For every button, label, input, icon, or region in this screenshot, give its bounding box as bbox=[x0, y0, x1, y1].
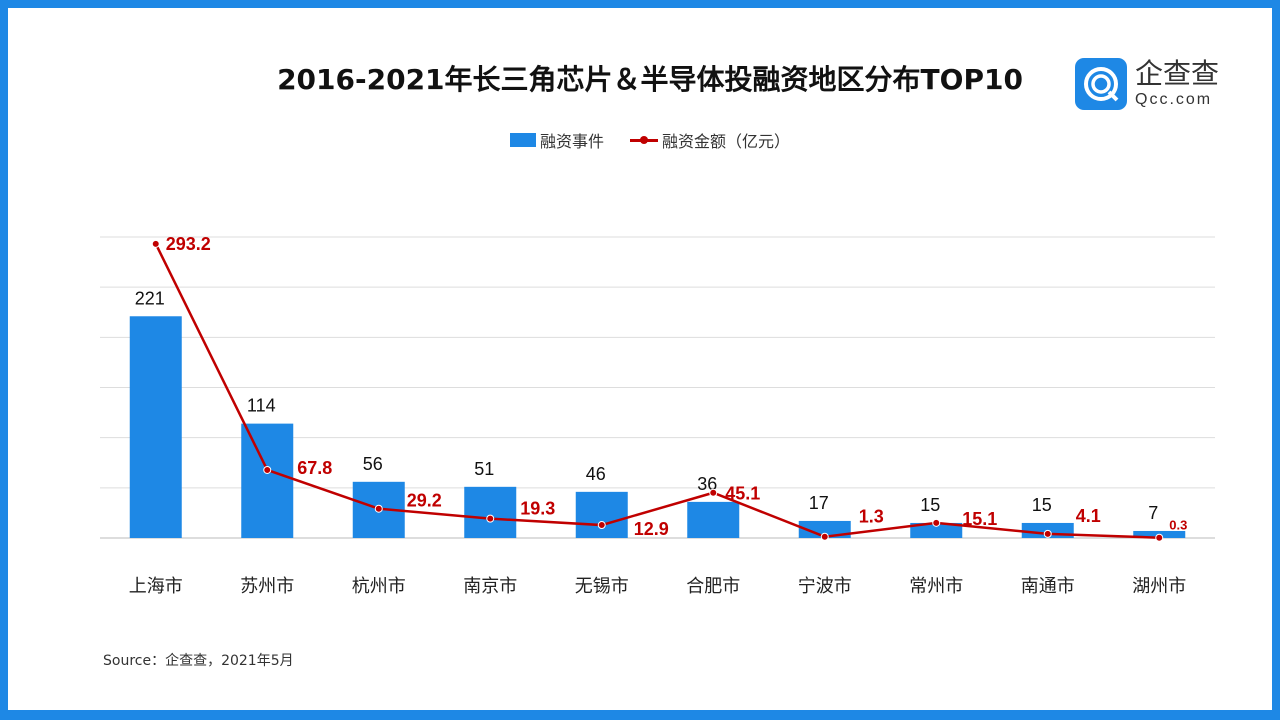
amount-point bbox=[1155, 533, 1164, 542]
amount-line bbox=[154, 243, 1160, 539]
bar bbox=[687, 501, 740, 538]
bar-value-label: 221 bbox=[135, 288, 165, 308]
source-note: Source：企查查，2021年5月 bbox=[103, 653, 294, 669]
amount-point bbox=[374, 504, 383, 513]
amount-point bbox=[151, 239, 160, 248]
amount-value-label: 1.3 bbox=[859, 507, 884, 527]
x-tick-label: 苏州市 bbox=[240, 576, 294, 597]
amount-point bbox=[1043, 529, 1052, 538]
bar bbox=[129, 316, 182, 538]
amount-value-label: 19.3 bbox=[520, 499, 555, 519]
x-tick-label: 杭州市 bbox=[352, 576, 406, 597]
legend-line-swatch bbox=[630, 135, 659, 144]
amount-value-label: 0.3 bbox=[1169, 518, 1187, 533]
legend-bar-swatch bbox=[510, 133, 536, 147]
bar-value-label: 56 bbox=[363, 454, 383, 474]
amount-point bbox=[709, 488, 718, 497]
amount-value-label: 293.2 bbox=[166, 234, 211, 254]
logo-cn: 企查查 bbox=[1135, 57, 1220, 90]
bar bbox=[241, 423, 294, 538]
bar bbox=[575, 491, 628, 538]
bar-value-label: 51 bbox=[474, 459, 494, 479]
x-tick-label: 南京市 bbox=[463, 576, 517, 597]
bar-value-label: 7 bbox=[1148, 503, 1158, 523]
x-tick-label: 合肥市 bbox=[686, 576, 740, 597]
logo-en: Qcc.com bbox=[1135, 91, 1213, 108]
x-tick-label: 上海市 bbox=[129, 576, 183, 597]
bar-value-label: 46 bbox=[586, 464, 606, 484]
x-tick-label: 湖州市 bbox=[1132, 576, 1186, 597]
amount-point bbox=[263, 465, 272, 474]
bar bbox=[910, 522, 963, 538]
chart-card bbox=[8, 8, 1272, 710]
amount-value-label: 4.1 bbox=[1076, 506, 1101, 526]
amount-point bbox=[597, 521, 606, 530]
x-tick-label: 宁波市 bbox=[798, 576, 852, 597]
x-tick-label: 常州市 bbox=[909, 576, 963, 597]
x-tick-label: 南通市 bbox=[1021, 576, 1075, 597]
legend-bar-label: 融资事件 bbox=[540, 132, 605, 151]
amount-value-label: 67.8 bbox=[297, 458, 332, 478]
amount-value-label: 12.9 bbox=[634, 519, 669, 539]
amount-point bbox=[820, 532, 829, 541]
logo-q-icon bbox=[1075, 58, 1127, 110]
bar-value-label: 15 bbox=[1032, 495, 1052, 515]
amount-point bbox=[932, 518, 941, 527]
x-tick-label: 无锡市 bbox=[575, 576, 629, 597]
logo: 企查查 Qcc.com bbox=[1075, 58, 1219, 110]
legend-line-label: 融资金额（亿元） bbox=[662, 132, 791, 151]
amount-point bbox=[486, 514, 495, 523]
bar-value-label: 114 bbox=[247, 396, 276, 416]
amount-value-label: 45.1 bbox=[725, 484, 760, 504]
bar-value-label: 15 bbox=[920, 495, 940, 515]
bar bbox=[798, 520, 851, 538]
bar bbox=[464, 486, 517, 538]
legend: 融资事件 融资金额（亿元） bbox=[510, 128, 790, 152]
amount-value-label: 29.2 bbox=[407, 491, 442, 511]
bar-value-label: 17 bbox=[809, 493, 829, 513]
amount-value-label: 15.1 bbox=[962, 509, 997, 529]
chart-title: 2016-2021年长三角芯片＆半导体投融资地区分布TOP10 bbox=[277, 63, 1023, 96]
